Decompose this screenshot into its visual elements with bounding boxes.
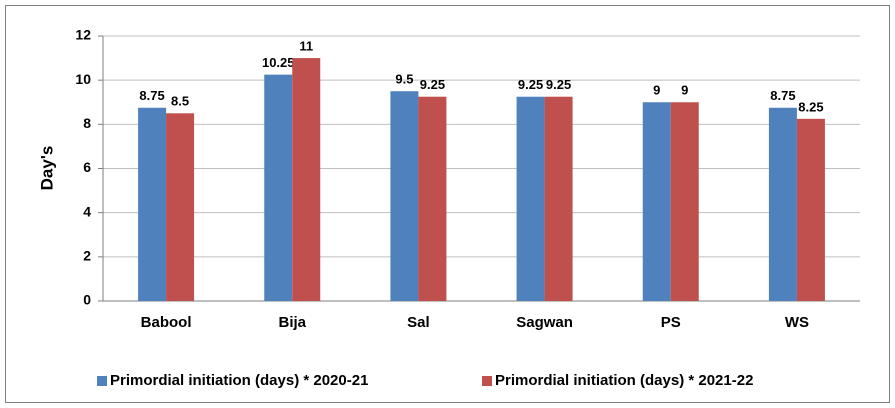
- bar: [390, 91, 419, 301]
- y-tick-label: 10: [75, 71, 91, 87]
- bar: [516, 96, 545, 302]
- y-tick-label: 4: [83, 203, 91, 219]
- data-label: 9: [681, 83, 688, 98]
- legend-label: Primordial initiation (days) * 2021-22: [495, 372, 753, 389]
- bar: [768, 107, 797, 301]
- data-label: 8.75: [770, 88, 795, 103]
- data-label: 9: [653, 83, 660, 98]
- x-tick-label: Sagwan: [516, 314, 573, 331]
- data-label: 9.25: [420, 77, 445, 92]
- data-label: 9.25: [546, 77, 571, 92]
- y-tick-label: 2: [83, 248, 91, 264]
- bar: [642, 102, 671, 301]
- y-tick-label: 12: [75, 27, 91, 43]
- data-label: 10.25: [262, 55, 295, 70]
- y-tick-label: 0: [83, 292, 91, 308]
- data-label: 8.25: [798, 99, 823, 114]
- x-tick-label: Babool: [141, 314, 192, 331]
- y-axis-label: Day's: [37, 146, 56, 191]
- legend-swatch: [482, 376, 492, 386]
- bar: [418, 96, 447, 302]
- data-label: 8.5: [171, 94, 189, 109]
- data-label: 11: [299, 39, 313, 54]
- legend-swatch: [97, 376, 107, 386]
- x-tick-label: WS: [785, 314, 809, 331]
- y-tick-label: 8: [83, 115, 91, 131]
- bar: [544, 96, 573, 302]
- bar: [796, 118, 825, 301]
- data-label: 9.5: [395, 72, 413, 87]
- bar: [166, 113, 195, 302]
- legend-label: Primordial initiation (days) * 2020-21: [110, 372, 368, 389]
- x-tick-label: Bija: [278, 314, 306, 331]
- bar: [292, 58, 321, 302]
- x-tick-label: PS: [661, 314, 681, 331]
- bar: [264, 74, 293, 301]
- y-tick-label: 6: [83, 159, 91, 175]
- data-label: 8.75: [139, 88, 164, 103]
- bar: [138, 107, 167, 301]
- x-tick-label: Sal: [407, 314, 430, 331]
- data-label: 9.25: [518, 77, 543, 92]
- bar: [670, 102, 699, 301]
